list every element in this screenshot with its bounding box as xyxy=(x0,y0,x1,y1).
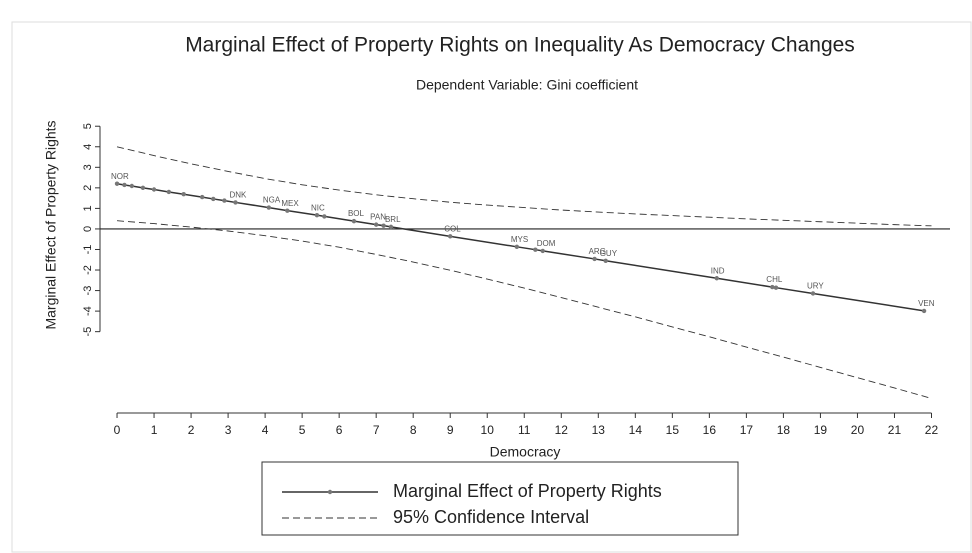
point-label: MYS xyxy=(511,235,528,244)
legend xyxy=(261,461,739,536)
x-tick-label: 21 xyxy=(888,423,902,437)
point-label: BOL xyxy=(348,209,365,218)
point xyxy=(199,194,205,200)
y-tick-label: 0 xyxy=(82,226,94,232)
x-tick-label: 22 xyxy=(925,423,939,437)
y-axis-label: Marginal Effect of Property Rights xyxy=(43,120,59,329)
point xyxy=(181,192,186,197)
point xyxy=(381,223,386,228)
x-tick-label: 4 xyxy=(262,423,269,437)
point xyxy=(233,200,238,205)
point xyxy=(714,276,719,281)
point-label: NIC xyxy=(311,203,325,212)
point-label: NGA xyxy=(263,196,281,205)
point xyxy=(351,218,357,224)
y-tick-label: 4 xyxy=(82,144,94,150)
point xyxy=(448,234,453,239)
y-tick-label: 1 xyxy=(82,205,94,211)
point xyxy=(373,222,379,227)
point xyxy=(603,258,608,263)
point-label: DNK xyxy=(229,191,247,200)
x-tick-label: 5 xyxy=(299,423,306,437)
point-label: COL xyxy=(444,224,461,233)
x-tick-label: 10 xyxy=(481,423,495,437)
y-tick-label: 3 xyxy=(82,164,94,170)
chart-title: Marginal Effect of Property Rights on In… xyxy=(185,34,855,57)
x-tick-label: 1 xyxy=(151,423,158,437)
x-tick-label: 16 xyxy=(703,423,717,437)
x-tick-label: 6 xyxy=(336,423,343,437)
x-axis-label: Democracy xyxy=(490,444,561,460)
point xyxy=(773,285,779,290)
x-tick-label: 13 xyxy=(592,423,606,437)
y-tick-label: -2 xyxy=(82,265,94,275)
x-tick-label: 8 xyxy=(410,423,417,437)
point xyxy=(921,308,927,314)
y-tick-label: -3 xyxy=(82,286,94,296)
point-label: NOR xyxy=(111,172,129,181)
point xyxy=(211,196,216,202)
point xyxy=(140,185,146,191)
point xyxy=(222,198,227,203)
y-tick-label: -5 xyxy=(82,327,94,337)
point xyxy=(314,212,320,218)
x-tick-label: 2 xyxy=(188,423,195,437)
chart-subtitle: Dependent Variable: Gini coefficient xyxy=(416,77,638,93)
y-tick-label: -1 xyxy=(82,245,94,255)
x-tick-label: 12 xyxy=(555,423,569,437)
x-tick-label: 3 xyxy=(225,423,232,437)
x-tick-label: 20 xyxy=(851,423,865,437)
legend-label: 95% Confidence Interval xyxy=(393,507,589,527)
x-tick-label: 7 xyxy=(373,423,380,437)
point-label: MEX xyxy=(281,199,299,208)
point-label: GUY xyxy=(600,249,618,258)
point-label: DOM xyxy=(537,239,556,248)
point xyxy=(533,247,538,252)
legend-marker xyxy=(327,489,333,495)
x-tick-label: 11 xyxy=(518,423,531,437)
x-tick-label: 14 xyxy=(629,423,643,437)
point-label: CHL xyxy=(766,275,783,284)
point xyxy=(514,244,520,250)
point xyxy=(129,183,135,189)
y-tick-label: 5 xyxy=(82,123,94,129)
x-tick-label: 15 xyxy=(666,423,680,437)
point xyxy=(770,284,775,290)
point xyxy=(810,291,816,296)
x-tick-label: 0 xyxy=(114,423,121,437)
point xyxy=(285,208,290,213)
point-label: IND xyxy=(711,266,725,275)
legend-label: Marginal Effect of Property Rights xyxy=(393,481,662,501)
point xyxy=(540,248,545,254)
x-tick-label: 9 xyxy=(447,423,454,437)
ci-line xyxy=(116,220,932,399)
point-label: PAN xyxy=(370,213,386,222)
x-tick-label: 18 xyxy=(777,423,791,437)
point xyxy=(592,256,597,262)
point xyxy=(114,181,120,186)
point xyxy=(266,205,272,210)
x-tick-label: 19 xyxy=(814,423,828,437)
point xyxy=(122,182,127,188)
point-label: BRL xyxy=(385,215,401,224)
point xyxy=(322,214,327,219)
point xyxy=(388,224,394,230)
point-label: URY xyxy=(807,282,824,291)
ci-line xyxy=(116,146,932,227)
effect-line xyxy=(116,183,925,312)
x-tick-label: 17 xyxy=(740,423,754,437)
point-label: ARG xyxy=(589,247,606,256)
point-label: VEN xyxy=(918,299,935,308)
point xyxy=(166,189,172,195)
point xyxy=(151,187,157,192)
y-tick-label: -4 xyxy=(82,306,94,316)
y-tick-label: 2 xyxy=(82,185,94,191)
